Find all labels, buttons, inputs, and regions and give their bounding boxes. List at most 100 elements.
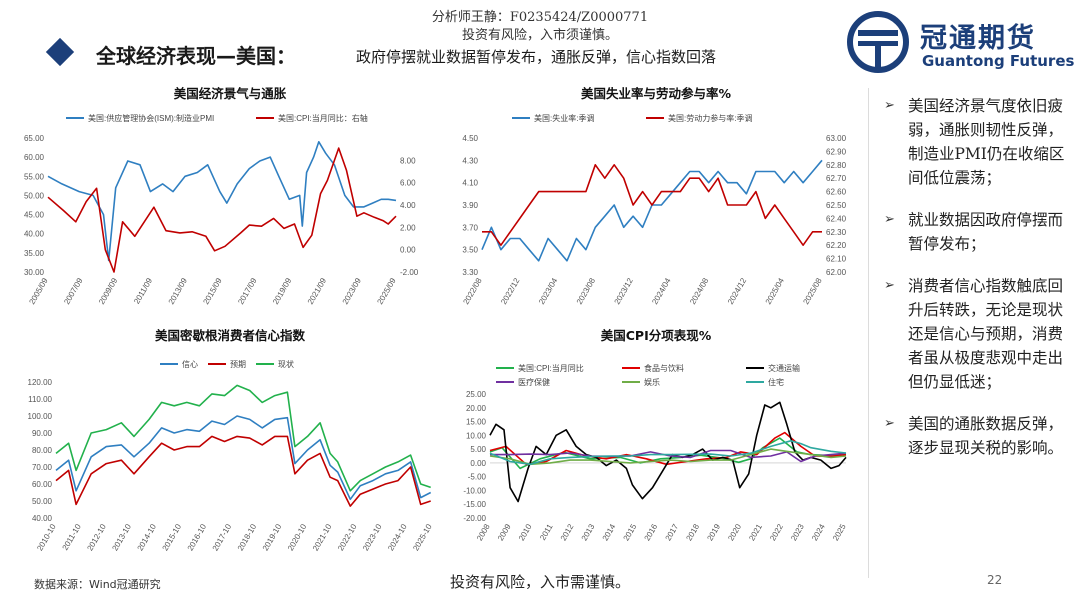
y2-tick-label: 6.00 bbox=[400, 179, 416, 188]
chart-pmi-cpi: 美国经济景气与通胀 美国:供应管理协会(ISM):制造业PMI 美国:CPI:当月同… bbox=[20, 82, 440, 316]
x-tick-label: 2025/09 bbox=[375, 276, 398, 306]
x-tick-label: 2016-10 bbox=[186, 522, 209, 552]
y-tick-label: 4.30 bbox=[462, 156, 478, 165]
x-tick-label: 2022-10 bbox=[336, 522, 359, 552]
risk-warning-top: 投资有风险，入市须谨慎。 bbox=[461, 28, 618, 43]
y-tick-label: 65.00 bbox=[24, 134, 45, 143]
x-tick-label: 2021 bbox=[747, 522, 764, 542]
legend-label: 娱乐 bbox=[644, 377, 660, 387]
x-tick-label: 2025-10 bbox=[411, 522, 434, 552]
page-number: 22 bbox=[987, 573, 1003, 587]
x-tick-label: 2020 bbox=[726, 522, 743, 542]
y-tick-label: 3.50 bbox=[462, 246, 478, 255]
y-tick-label: 80.00 bbox=[32, 446, 53, 455]
y-tick-label: 3.90 bbox=[462, 201, 478, 210]
y2-tick-label: 62.30 bbox=[826, 228, 847, 237]
x-tick-label: 2015/09 bbox=[201, 276, 224, 306]
series-line bbox=[489, 448, 847, 466]
y-tick-label: -10.00 bbox=[463, 486, 486, 495]
y-tick-label: 100.00 bbox=[28, 412, 53, 421]
y2-tick-label: 4.00 bbox=[400, 201, 416, 210]
risk-warning-bottom: 投资有风险，入市需谨慎。 bbox=[449, 573, 630, 591]
y-tick-label: 25.00 bbox=[466, 390, 487, 399]
x-tick-label: 2025/08 bbox=[801, 276, 824, 306]
logo-text-en: Guantong Futures bbox=[922, 52, 1075, 70]
y2-tick-label: 0.00 bbox=[400, 246, 416, 255]
arrow-bullet-icon: ➢ bbox=[884, 98, 895, 113]
y-tick-label: -20.00 bbox=[463, 514, 486, 523]
logo-emblem-icon bbox=[847, 11, 909, 73]
x-tick-label: 2021-10 bbox=[311, 522, 334, 552]
x-tick-label: 2019/09 bbox=[271, 276, 294, 306]
series-line bbox=[490, 449, 847, 463]
chart-title: 美国失业率与劳动参与率% bbox=[581, 86, 732, 101]
x-tick-label: 2018-10 bbox=[236, 522, 259, 552]
y2-tick-label: 62.00 bbox=[826, 268, 847, 277]
arrow-bullet-icon: ➢ bbox=[884, 416, 895, 431]
y-tick-label: 3.70 bbox=[462, 223, 478, 232]
x-tick-label: 2011-10 bbox=[61, 522, 83, 552]
analyst-line: 分析师王静：F0235424/Z0000771 bbox=[431, 10, 649, 25]
x-tick-label: 2011/09 bbox=[132, 276, 154, 306]
side-summary: ➢ 美国经济景气度依旧疲弱，通胀则韧性反弹，制造业PMI仍在收缩区间低位震荡； ➢… bbox=[874, 94, 1074, 478]
legend-label: 美国:失业率:季调 bbox=[534, 113, 594, 123]
x-tick-label: 2018 bbox=[684, 522, 701, 542]
y2-tick-label: 2.00 bbox=[400, 223, 416, 232]
x-tick-label: 2012-10 bbox=[85, 522, 108, 552]
x-tick-label: 2014 bbox=[601, 522, 618, 542]
legend-label: 美国:劳动力参与率:季调 bbox=[668, 113, 752, 123]
y-tick-label: 35.00 bbox=[24, 249, 45, 258]
series-line bbox=[55, 435, 431, 507]
arrow-bullet-icon: ➢ bbox=[884, 278, 895, 293]
legend-label: 信心 bbox=[182, 359, 198, 369]
y-tick-label: 120.00 bbox=[28, 378, 53, 387]
y-tick-label: 5.00 bbox=[470, 445, 486, 454]
slide-headline: 全球经济表现—美国： 政府停摆就业数据暂停发布，通胀反弹，信心指数回落 bbox=[36, 37, 836, 72]
y-tick-label: 0.00 bbox=[470, 459, 486, 468]
x-tick-label: 2010-10 bbox=[35, 522, 58, 552]
y2-tick-label: 62.90 bbox=[826, 147, 847, 156]
x-tick-label: 2007/09 bbox=[62, 276, 85, 306]
x-tick-label: 2022/12 bbox=[499, 276, 522, 306]
y-tick-label: 4.10 bbox=[462, 179, 478, 188]
y-tick-label: 70.00 bbox=[32, 463, 53, 472]
summary-item: ➢ 消费者信心指数触底回升后转跌，无论是现状还是信心与预期，消费者虽从极度悲观中走… bbox=[874, 274, 1074, 394]
legend-label: 预期 bbox=[230, 359, 246, 369]
x-tick-label: 2023/04 bbox=[537, 276, 560, 306]
y2-tick-label: 62.10 bbox=[826, 255, 847, 264]
x-tick-label: 2024/12 bbox=[726, 276, 749, 306]
x-tick-label: 2013-10 bbox=[110, 522, 133, 552]
series-line bbox=[47, 140, 397, 262]
x-tick-label: 2019-10 bbox=[261, 522, 284, 552]
legend-label: 住宅 bbox=[768, 377, 784, 387]
legend-label: 美国:CPI:当月同比：右轴 bbox=[278, 113, 368, 123]
summary-item: ➢ 美国经济景气度依旧疲弱，通胀则韧性反弹，制造业PMI仍在收缩区间低位震荡； bbox=[874, 94, 1074, 190]
y2-tick-label: 62.80 bbox=[826, 161, 847, 170]
y-tick-label: 50.00 bbox=[32, 497, 53, 506]
arrow-bullet-icon: ➢ bbox=[884, 212, 895, 227]
x-tick-label: 2025 bbox=[831, 522, 848, 542]
x-tick-label: 2017-10 bbox=[211, 522, 234, 552]
y2-tick-label: 63.00 bbox=[826, 134, 847, 143]
legend-label: 医疗保健 bbox=[518, 377, 550, 387]
y-tick-label: -15.00 bbox=[463, 500, 486, 509]
y2-tick-label: 62.60 bbox=[826, 188, 847, 197]
chart-title: 美国密歇根消费者信心指数 bbox=[155, 328, 306, 343]
chart-michigan-sentiment: 美国密歇根消费者信心指数 信心 预期 现状 120.00 110.00 100.00 90.0… bbox=[20, 324, 440, 568]
x-tick-label: 2019 bbox=[705, 522, 722, 542]
legend-label: 美国:供应管理协会(ISM):制造业PMI bbox=[88, 113, 214, 123]
series-line bbox=[55, 384, 431, 492]
x-tick-label: 2013 bbox=[580, 522, 597, 542]
chart-cpi-components: 美国CPI分项表现% 美国:CPI:当月同比 食品与饮料 交通运输 医疗保健 娱乐 住宅 25… bbox=[446, 324, 866, 568]
side-divider bbox=[868, 88, 869, 578]
x-tick-label: 2023-10 bbox=[361, 522, 384, 552]
x-tick-label: 2024 bbox=[810, 522, 827, 542]
legend-label: 美国:CPI:当月同比 bbox=[518, 363, 584, 373]
data-source: 数据来源：Wind冠通研究 bbox=[34, 578, 161, 591]
y-tick-label: 90.00 bbox=[32, 429, 53, 438]
x-tick-label: 2015 bbox=[622, 522, 639, 542]
logo-text-cn: 冠通期货 bbox=[920, 23, 1036, 54]
y2-tick-label: 62.70 bbox=[826, 174, 847, 183]
y-tick-label: 50.00 bbox=[24, 191, 45, 200]
x-tick-label: 2009 bbox=[496, 522, 513, 542]
